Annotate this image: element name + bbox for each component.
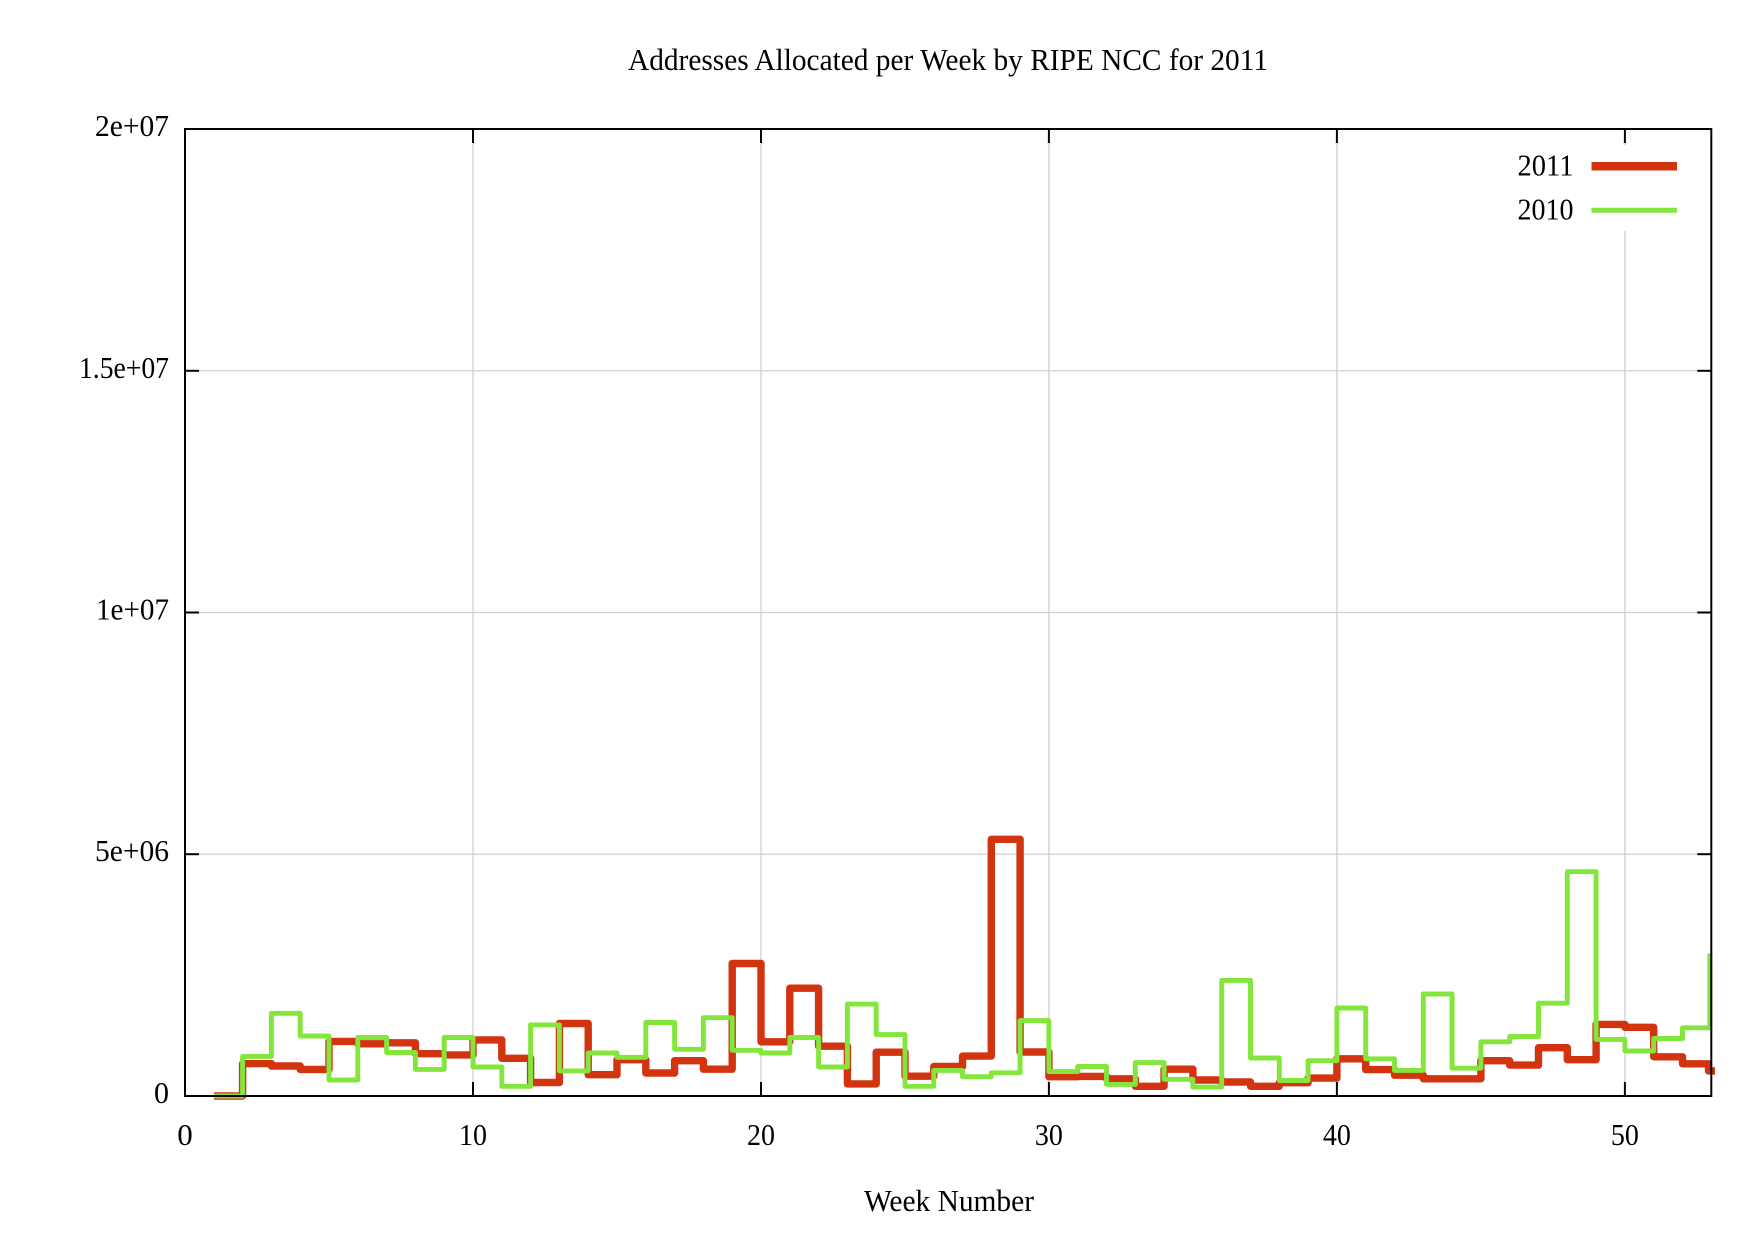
svg-text:1e+07: 1e+07 [96,592,169,627]
svg-text:0: 0 [177,1117,193,1152]
svg-text:1.5e+07: 1.5e+07 [79,350,169,385]
svg-text:Week Number: Week Number [864,1183,1035,1218]
svg-text:0: 0 [154,1075,169,1110]
svg-text:Addresses Allocated per Week b: Addresses Allocated per Week by RIPE NCC… [628,42,1268,77]
svg-text:10: 10 [459,1117,487,1152]
svg-text:5e+06: 5e+06 [95,833,169,868]
svg-text:2e+07: 2e+07 [95,108,169,143]
svg-text:40: 40 [1323,1117,1351,1152]
svg-text:2010: 2010 [1518,192,1574,227]
svg-text:30: 30 [1035,1117,1063,1152]
svg-text:50: 50 [1611,1117,1639,1152]
svg-text:2011: 2011 [1518,148,1574,183]
svg-text:20: 20 [747,1117,775,1152]
